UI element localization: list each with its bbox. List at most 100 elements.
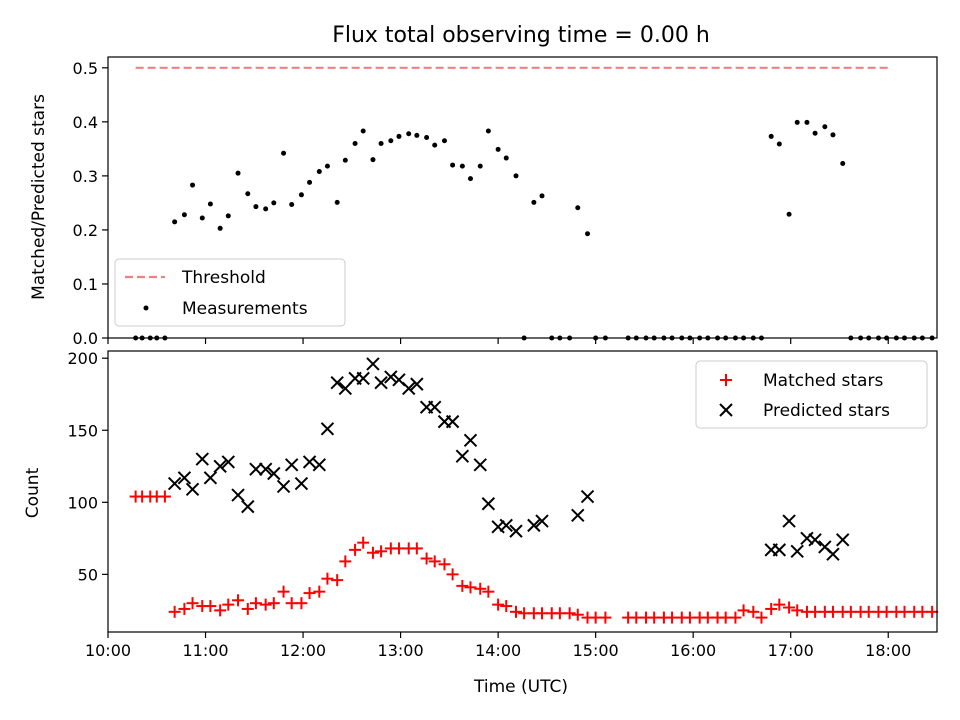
predicted-star-point [312, 458, 327, 472]
x-tick-label: 11:00 [182, 641, 228, 660]
matched-star-point [321, 572, 334, 585]
bottom-plot-frame [107, 350, 938, 633]
legend-threshold-label: Threshold [181, 268, 266, 288]
measurement-point [424, 135, 430, 141]
matched-star-point [456, 579, 469, 592]
measurement-point [794, 119, 800, 125]
measurement-point [441, 138, 447, 144]
matched-star-point [214, 604, 227, 617]
matched-star-point [755, 611, 768, 624]
predicted-star-point [473, 458, 487, 472]
measurement-point [812, 130, 818, 136]
matched-star-point [783, 601, 796, 614]
matched-star-point [241, 602, 254, 615]
predicted-star-point [481, 497, 496, 511]
matched-star-point [313, 585, 326, 598]
predicted-star-point [330, 375, 344, 390]
predicted-star-point [509, 524, 523, 538]
measurement-point [370, 157, 376, 163]
measurement-point [298, 192, 304, 198]
bottom-x-ticks: 10:00 11:00 12:00 13:00 14:00 15:00 16:00 17:00… [85, 632, 911, 660]
bottom-y-ticks: 50 100 150 200 [67, 349, 108, 584]
measurement-point [217, 225, 223, 231]
measurement-point [281, 150, 287, 156]
matched-star-point [232, 594, 245, 607]
measurement-point [786, 211, 792, 217]
top-plot-frame [107, 56, 938, 339]
bottom-legend: Matched stars Predicted stars [695, 360, 928, 429]
measurement-point [253, 204, 259, 210]
measurement-point [199, 215, 205, 221]
measurement-point [342, 157, 348, 163]
legend-matched-swatch [720, 374, 732, 386]
predicted-star-point [836, 533, 850, 547]
x-axis-label: Time (UTC) [473, 677, 568, 697]
predicted-stars-points [167, 357, 850, 561]
matched-star-point [492, 598, 505, 611]
y-tick-label: 200 [67, 349, 98, 368]
measurement-point [585, 231, 591, 237]
matched-stars-points [129, 490, 939, 624]
matched-star-point [375, 545, 388, 558]
measurement-point [495, 146, 501, 152]
measurement-point [531, 199, 537, 205]
measurement-point [513, 173, 519, 179]
measurement-point [360, 128, 366, 134]
measurement-point [190, 182, 196, 188]
predicted-star-point [463, 433, 478, 448]
x-tick-label: 17:00 [768, 641, 814, 660]
matched-star-point [303, 587, 316, 600]
predicted-star-point [782, 514, 796, 528]
y-tick-label: 0.5 [73, 59, 98, 78]
top-legend: Threshold Measurements [114, 258, 346, 327]
measurement-point [485, 128, 491, 134]
measurement-point [352, 140, 358, 146]
matched-star-point [331, 574, 344, 587]
matched-star-point [599, 611, 612, 624]
measurement-point [235, 170, 241, 176]
matched-star-point [339, 555, 352, 568]
measurement-point [450, 162, 456, 168]
measurement-point [181, 212, 187, 218]
x-tick-label: 18:00 [865, 641, 911, 660]
top-y-ticks: 0.0 0.1 0.2 0.3 0.4 0.5 [73, 59, 108, 348]
x-tick-label: 16:00 [670, 641, 716, 660]
measurement-point [575, 205, 581, 211]
top-panel: 0.0 0.1 0.2 0.3 0.4 0.5 Matched/Predicted sta… [29, 56, 938, 348]
measurement-point [172, 219, 178, 225]
top-legend-box [114, 258, 346, 327]
y-tick-label: 0.1 [73, 275, 98, 294]
predicted-star-point [772, 543, 787, 557]
matched-star-point [259, 598, 272, 611]
matched-star-point [295, 597, 308, 610]
predicted-star-point [374, 375, 388, 390]
x-tick-label: 13:00 [378, 641, 424, 660]
matched-star-point [482, 585, 495, 598]
predicted-star-point [527, 518, 541, 533]
matched-star-point [204, 600, 217, 613]
measurement-point [503, 155, 509, 161]
measurement-point [263, 206, 269, 212]
predicted-star-point [445, 414, 460, 429]
y-tick-label: 0.4 [73, 113, 98, 132]
predicted-star-point [535, 514, 549, 528]
predicted-star-point [366, 357, 380, 371]
matched-star-point [563, 607, 576, 620]
measurement-point [324, 163, 330, 169]
matched-star-point [349, 543, 362, 556]
matched-star-point [571, 608, 584, 621]
measurement-point [307, 179, 313, 185]
matched-star-point [765, 602, 778, 615]
y-tick-label: 0.3 [73, 167, 98, 186]
predicted-star-point [249, 462, 263, 476]
bottom-y-axis-label: Count [23, 467, 43, 518]
measurement-point [822, 124, 828, 130]
legend-matched-label: Matched stars [763, 371, 883, 391]
measurement-point [245, 191, 251, 197]
legend-measurements-swatch [143, 305, 149, 311]
matched-star-point [249, 597, 262, 610]
measurement-point [840, 160, 846, 166]
matched-star-point [729, 611, 742, 624]
measurement-point [271, 200, 277, 206]
predicted-star-point [185, 482, 200, 497]
